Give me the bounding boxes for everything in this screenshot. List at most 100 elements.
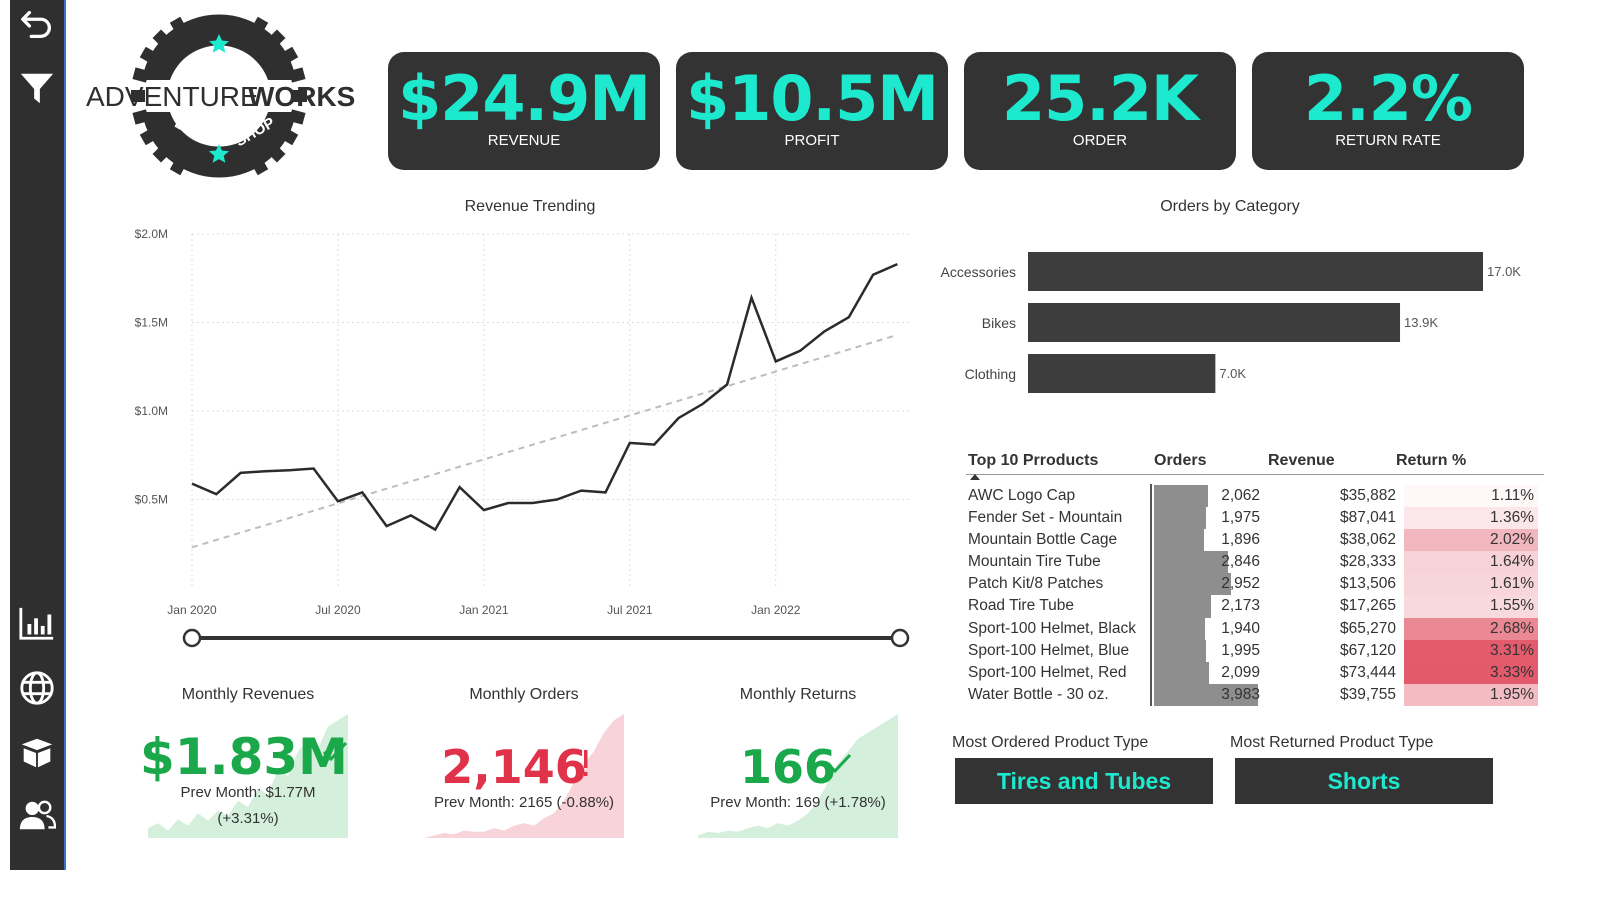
sparkline-area <box>148 714 348 838</box>
orders-data-bar <box>1154 551 1229 574</box>
revenue-series-line <box>191 262 898 532</box>
product-name: Road Tire Tube <box>968 597 1074 615</box>
product-name: Water Bottle - 30 oz. <box>968 685 1109 703</box>
trend-line <box>191 333 898 549</box>
return-value: 2.02% <box>1490 531 1534 549</box>
return-heat-cell <box>1404 595 1538 618</box>
header-products[interactable]: Top 10 Prroducts <box>968 452 1099 469</box>
sparkline-area <box>424 714 624 838</box>
header-orders[interactable]: Orders <box>1154 452 1207 469</box>
orders-data-bar <box>1154 507 1206 530</box>
orders-data-bar <box>1154 485 1208 508</box>
logo-text-right: WORKS <box>248 81 355 112</box>
most-returned-value: Shorts <box>1235 758 1493 804</box>
revenue-value: $17,265 <box>1339 597 1396 615</box>
kpi-value: $24.9M <box>398 62 651 135</box>
filter-button[interactable] <box>17 68 57 108</box>
orders-data-bar <box>1154 573 1232 596</box>
users-icon <box>19 800 56 830</box>
monthly-returns-sparkline <box>698 714 898 838</box>
box-icon <box>21 738 53 768</box>
table-row[interactable]: Sport-100 Helmet, Black 1,940 $65,270 2.68% <box>966 617 1544 640</box>
product-name: Patch Kit/8 Patches <box>968 575 1104 593</box>
most-ordered-title: Most Ordered Product Type <box>952 734 1149 751</box>
orders-data-bar <box>1154 595 1211 618</box>
header-return[interactable]: Return % <box>1396 452 1467 469</box>
orders-value: 3,983 <box>1221 685 1260 703</box>
orders-value: 1,896 <box>1221 531 1260 549</box>
orders-by-category-title: Orders by Category <box>1160 198 1300 215</box>
table-row[interactable]: Patch Kit/8 Patches 2,952 $13,506 1.61% <box>966 573 1544 596</box>
reports-button[interactable] <box>17 604 57 644</box>
table-row[interactable]: Road Tire Tube 2,173 $17,265 1.55% <box>966 595 1544 618</box>
kpi-value: $10.5M <box>686 62 939 135</box>
sparkline-area <box>698 714 898 838</box>
revenue-trend-chart[interactable]: $0.5M $1.0M $1.5M $2.0M Jan 2020 Jul 2020 Jan… <box>120 220 930 660</box>
monthly-revenues-sparkline <box>148 714 348 838</box>
table-body: AWC Logo Cap 2,062 $35,882 1.11% Fender Set … <box>966 485 1544 706</box>
check-icon <box>826 753 852 774</box>
revenue-value: $35,882 <box>1339 487 1396 504</box>
category-value-label: 7.0K <box>1219 366 1246 381</box>
x-tick-label: Jan 2022 <box>751 603 801 617</box>
revenue-value: $38,062 <box>1339 531 1396 549</box>
kpi-card-profit: $10.5M PROFIT <box>676 52 948 170</box>
kpi-card-revenue: $24.9M REVENUE <box>388 52 660 170</box>
table-row[interactable]: Sport-100 Helmet, Blue 1,995 $67,120 3.31% <box>966 639 1544 662</box>
orders-value: 2,952 <box>1221 575 1260 593</box>
monthly-orders-title: Monthly Orders <box>469 686 579 703</box>
sidebar-nav <box>10 0 66 870</box>
kpi-value: 25.2K <box>1001 62 1199 135</box>
revenue-value: $28,333 <box>1339 553 1396 571</box>
orders-data-bar <box>1154 683 1258 706</box>
return-heat-cell <box>1404 551 1538 574</box>
product-name: Sport-100 Helmet, Blue <box>968 641 1130 659</box>
table-row[interactable]: Water Bottle - 30 oz. 3,983 $39,755 1.95% <box>966 683 1544 706</box>
kpi-value: 2.2% <box>1304 62 1473 135</box>
filter-icon <box>20 73 54 104</box>
map-button[interactable] <box>17 668 57 708</box>
date-range-slider-start-handle[interactable] <box>182 628 202 648</box>
table-row[interactable]: Sport-100 Helmet, Red 2,099 $73,444 3.33% <box>966 661 1544 684</box>
product-name: Sport-100 Helmet, Black <box>968 619 1136 637</box>
orders-data-bar <box>1154 617 1205 640</box>
monthly-revenues-change: (+3.31%) <box>217 810 279 827</box>
orders-value: 2,846 <box>1221 553 1260 571</box>
revenue-value: $39,755 <box>1339 685 1396 703</box>
y-tick-label: $2.0M <box>135 227 168 241</box>
return-heat-cell <box>1404 661 1538 684</box>
product-name: AWC Logo Cap <box>968 487 1076 504</box>
check-icon <box>322 741 348 762</box>
orders-value: 1,940 <box>1221 619 1260 637</box>
monthly-revenues-prev: Prev Month: $1.77M <box>180 784 316 801</box>
kpi-card-return-rate: 2.2% RETURN RATE <box>1252 52 1524 170</box>
back-button[interactable] <box>17 4 57 44</box>
category-bar[interactable] <box>1028 252 1483 291</box>
category-value-label: 13.9K <box>1404 315 1438 330</box>
orders-value: 2,099 <box>1221 663 1260 681</box>
table-row[interactable]: AWC Logo Cap 2,062 $35,882 1.11% <box>966 485 1544 508</box>
top10-products-table: Top 10 Prroducts Orders Revenue Return %… <box>966 452 1544 706</box>
x-tick-label: Jan 2020 <box>167 603 217 617</box>
header-revenue[interactable]: Revenue <box>1268 452 1335 469</box>
kpi-label: RETURN RATE <box>1335 132 1441 149</box>
category-bar[interactable] <box>1028 303 1401 342</box>
orders-value: 1,975 <box>1221 509 1260 527</box>
orders-value: 1,995 <box>1221 641 1260 659</box>
date-range-slider-end-handle[interactable] <box>890 628 910 648</box>
customers-button[interactable] <box>17 796 57 836</box>
table-row[interactable]: Fender Set - Mountain 1,975 $87,041 1.36% <box>966 507 1544 530</box>
gear-tooth <box>293 90 307 102</box>
table-row[interactable]: Mountain Tire Tube 2,846 $28,333 1.64% <box>966 551 1544 574</box>
orders-value: 2,062 <box>1221 487 1260 504</box>
exclamation-icon <box>584 750 588 776</box>
monthly-orders-sparkline <box>424 714 624 838</box>
sort-ascending-icon <box>970 474 980 480</box>
table-row[interactable]: Mountain Bottle Cage 1,896 $38,062 2.02% <box>966 529 1544 552</box>
products-button[interactable] <box>17 732 57 772</box>
gear-tooth <box>131 90 145 102</box>
category-bar[interactable] <box>1028 354 1216 393</box>
kpi-label: REVENUE <box>487 132 561 149</box>
orders-by-category-chart[interactable]: Accessories 17.0K Bikes 13.9K Clothing 7.0K <box>940 240 1540 410</box>
return-heat-cell <box>1404 617 1538 640</box>
